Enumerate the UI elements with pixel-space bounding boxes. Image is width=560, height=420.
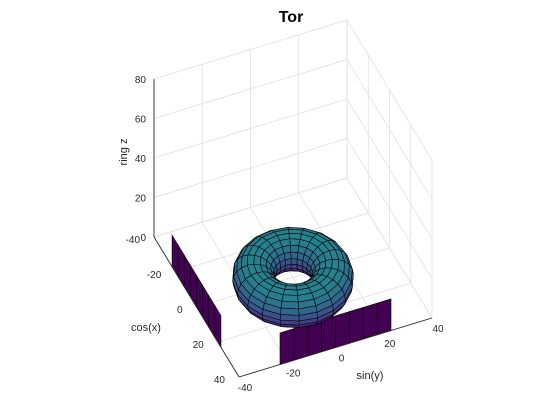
back-wall-grid-line xyxy=(153,138,348,198)
torus-face xyxy=(281,294,299,303)
y-tick-label: 20 xyxy=(193,340,205,351)
projection-strip-face xyxy=(202,284,210,329)
side-wall-grid-line xyxy=(346,177,433,319)
z-tick-label: 40 xyxy=(135,154,147,165)
z-tick-label: 60 xyxy=(135,115,147,126)
torus-face xyxy=(289,238,301,246)
projection-strip-face xyxy=(171,234,179,278)
z-axis-label: ring z xyxy=(118,139,130,166)
back-wall-grid-line xyxy=(153,59,348,119)
torus-face xyxy=(288,233,302,240)
projection-strip-face xyxy=(279,328,295,365)
torus-face xyxy=(280,300,299,310)
projection-strips xyxy=(171,234,392,365)
projection-strip-face xyxy=(183,254,191,299)
torus-face xyxy=(246,254,255,266)
x-tick-label: 20 xyxy=(384,339,396,350)
torus-face xyxy=(290,258,298,265)
tick-labels: -40 -20 0 20 40 -40 -20 0 20 40 0 20 40 60 80 xyxy=(126,75,444,394)
x-tick-label: -40 xyxy=(238,383,253,394)
projection-strip-face xyxy=(196,274,203,319)
projection-strip-face xyxy=(321,315,336,353)
y-tick-label: 40 xyxy=(214,375,226,386)
torus-face xyxy=(290,251,299,260)
projection-strip-face xyxy=(362,302,378,340)
axis-lines xyxy=(153,79,433,378)
torus-face xyxy=(280,307,300,316)
projection-strip-face xyxy=(349,307,364,344)
z-tick-label: 20 xyxy=(135,194,147,205)
side-wall-grid-line xyxy=(346,59,433,200)
axes-grid xyxy=(153,19,433,378)
back-wall-grid-line xyxy=(153,98,348,159)
y-tick-label: -20 xyxy=(147,270,162,281)
projection-strip-face xyxy=(214,304,222,349)
projection-strip-face xyxy=(376,298,392,336)
x-axis-line xyxy=(238,317,433,378)
torus-face xyxy=(289,244,300,253)
torus-face xyxy=(266,290,284,302)
back-wall-grid-line xyxy=(153,19,348,80)
chart-title: Tor xyxy=(279,9,304,26)
projection-strip-face xyxy=(335,311,350,348)
side-wall-grid-line xyxy=(346,19,433,161)
x-tick-label: -20 xyxy=(286,368,301,379)
y-tick-label: 0 xyxy=(177,305,183,316)
z-tick-label: 0 xyxy=(140,233,146,244)
z-tick-label: 80 xyxy=(135,75,147,86)
floor-grid-line xyxy=(196,247,390,308)
y-axis-line xyxy=(153,236,240,378)
x-axis-label: sin(y) xyxy=(357,370,384,382)
torus-face xyxy=(290,263,298,269)
torus-face xyxy=(282,289,298,296)
side-wall-grid-line xyxy=(346,138,433,279)
side-wall-grid-line xyxy=(346,98,433,240)
torus-face xyxy=(253,254,261,265)
y-axis-label: cos(x) xyxy=(131,322,161,334)
torus-face xyxy=(325,259,333,269)
projection-strip-face xyxy=(190,264,197,309)
y-tick-label: -40 xyxy=(126,235,141,246)
torus-surface xyxy=(232,227,354,328)
x-tick-label: 40 xyxy=(432,324,444,335)
projection-strip-face xyxy=(177,244,185,288)
projection-strip-face xyxy=(293,323,309,361)
back-wall-grid-line xyxy=(153,177,348,238)
x-tick-label: 0 xyxy=(339,354,345,365)
